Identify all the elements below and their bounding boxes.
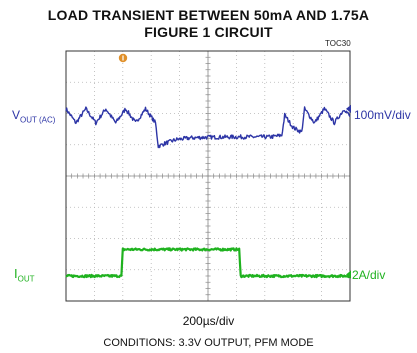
chart-subtitle: FIGURE 1 CIRCUIT <box>144 24 273 40</box>
iout-trace <box>65 247 351 279</box>
iout-scale-label: 2A/div <box>352 268 386 282</box>
scope-markers <box>118 53 351 279</box>
iout-reference-arrow <box>346 270 351 279</box>
vout-series-label: VOUT (AC) <box>12 108 56 125</box>
scope-traces <box>65 106 351 279</box>
vout-trace <box>65 106 351 149</box>
plot-frame <box>65 50 351 302</box>
chart-title: LOAD TRANSIENT BETWEEN 50mA AND 1.75A <box>47 7 370 23</box>
vout-scale-label: 100mV/div <box>354 108 411 122</box>
figure-id: TOC30 <box>325 39 351 48</box>
iout-series-label: IOUT <box>14 266 35 284</box>
vout-reference-arrow <box>346 104 351 113</box>
scope-grid <box>65 50 351 302</box>
x-scale-label: 200µs/div <box>182 314 235 328</box>
conditions-note: CONDITIONS: 3.3V OUTPUT, PFM MODE <box>103 337 314 349</box>
